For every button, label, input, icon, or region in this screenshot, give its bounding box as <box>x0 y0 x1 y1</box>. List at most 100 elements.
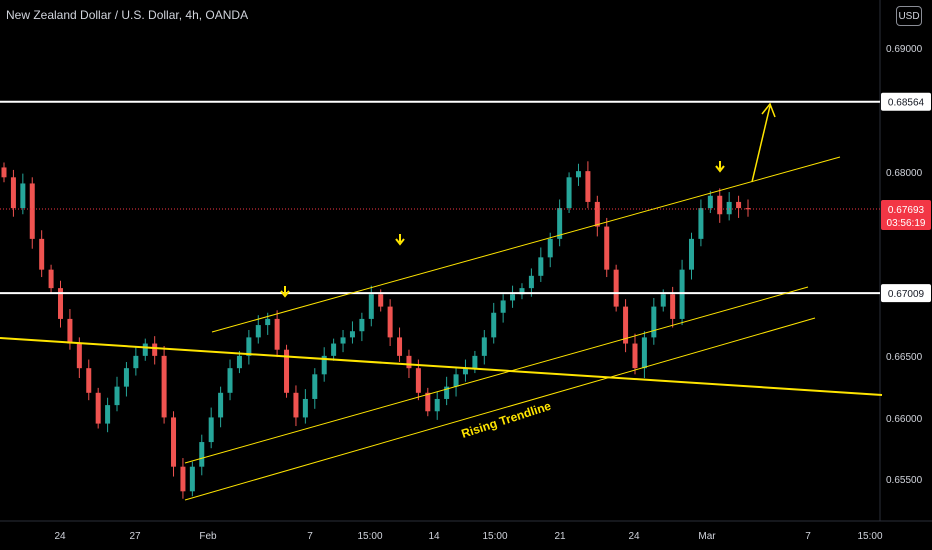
descending-trendline[interactable] <box>0 337 883 396</box>
level-price-tag <box>881 284 931 303</box>
candle-body <box>585 171 591 202</box>
channel-upper-line[interactable] <box>211 156 841 333</box>
candle-body <box>736 201 742 209</box>
y-tick-label: 0.66000 <box>886 414 923 425</box>
candle-body <box>10 177 16 209</box>
candle-body <box>397 337 403 356</box>
candle-body <box>331 343 337 356</box>
candle-body <box>679 269 685 319</box>
level-price-label: 0.67009 <box>888 289 925 300</box>
candle-body <box>481 337 487 356</box>
candle-body <box>500 300 506 313</box>
x-tick-label: 15:00 <box>357 531 382 542</box>
candle-body <box>538 257 544 276</box>
candle-body <box>453 374 459 387</box>
y-tick-label: 0.65500 <box>886 475 923 486</box>
countdown-label: 03:56:19 <box>887 218 926 229</box>
candle-body <box>406 355 412 369</box>
y-tick-label: 0.66500 <box>886 352 923 363</box>
candle-body <box>48 269 54 289</box>
candle-body <box>208 417 214 443</box>
candle-body <box>670 294 676 319</box>
candle-body <box>227 368 233 393</box>
candle-body <box>688 238 694 270</box>
down-arrow-icon <box>395 238 405 246</box>
x-tick-label: Mar <box>698 531 716 542</box>
candle-body <box>76 343 82 369</box>
x-tick-label: 24 <box>54 531 66 542</box>
candle-body <box>387 306 393 338</box>
candle-body <box>274 318 280 350</box>
level-price-tag <box>881 92 931 111</box>
y-tick-label: 0.68000 <box>886 168 923 179</box>
candle-body <box>29 183 35 239</box>
candle-body <box>717 195 723 215</box>
candle-body <box>133 355 139 369</box>
current-price-label: 0.67693 <box>888 205 925 216</box>
candle-body <box>623 306 629 344</box>
candle-body <box>472 355 478 369</box>
rising-trendline-annotation: Rising Trendline <box>460 399 553 441</box>
candle-body <box>39 238 45 270</box>
candle-body <box>123 368 129 387</box>
candle-body <box>707 195 713 209</box>
candle-body <box>434 398 440 412</box>
candle-body <box>152 343 158 356</box>
candle-body <box>425 392 431 412</box>
x-tick-label: 27 <box>129 531 141 542</box>
currency-button[interactable]: USD <box>896 6 922 26</box>
x-tick-label: 15:00 <box>857 531 882 542</box>
candle-body <box>726 201 732 215</box>
candle-body <box>105 405 111 424</box>
candle-body <box>444 386 450 399</box>
candle-body <box>604 226 610 270</box>
candle-body <box>547 238 553 258</box>
candle-body <box>594 201 600 227</box>
candle-body <box>340 337 346 344</box>
x-tick-label: 21 <box>554 531 566 542</box>
candle-body <box>302 398 308 418</box>
candle-body <box>236 355 242 369</box>
candle-body <box>632 343 638 369</box>
x-tick-label: 7 <box>307 531 313 542</box>
candle-body <box>378 294 384 307</box>
candle-body <box>142 343 148 356</box>
projection-arrow-icon[interactable] <box>751 105 771 183</box>
candle-body <box>321 355 327 375</box>
candle-body <box>265 318 271 326</box>
candle-body <box>293 392 299 418</box>
x-tick-label: 7 <box>805 531 811 542</box>
candle-body <box>161 355 167 418</box>
candle-body <box>20 183 26 209</box>
candle-body <box>67 318 73 344</box>
down-arrow-icon <box>280 290 290 298</box>
candle-body <box>180 466 186 492</box>
candle-body <box>575 171 581 178</box>
candle-body <box>284 349 290 393</box>
chart-title: New Zealand Dollar / U.S. Dollar, 4h, OA… <box>6 8 249 22</box>
candle-body <box>415 368 421 393</box>
candle-body <box>698 208 704 239</box>
x-tick-label: 15:00 <box>482 531 507 542</box>
candle-body <box>557 208 563 239</box>
current-price-tag <box>881 199 931 230</box>
candle-body <box>86 368 92 393</box>
channel-middle-line[interactable] <box>184 286 809 464</box>
candle-body <box>1 167 7 178</box>
candle-body <box>613 269 619 307</box>
candle-body <box>189 466 195 492</box>
channel-lower-line[interactable] <box>184 317 816 501</box>
candle-body <box>312 374 318 399</box>
candle-body <box>528 275 534 289</box>
candle-body <box>641 337 647 369</box>
candle-body <box>660 294 666 307</box>
candle-body <box>218 392 224 418</box>
candle-body <box>171 417 177 467</box>
candle-body <box>519 288 525 295</box>
candle-body <box>462 368 468 375</box>
x-tick-label: 24 <box>628 531 640 542</box>
candle-body <box>745 208 751 210</box>
down-arrow-icon <box>715 165 725 173</box>
y-tick-label: 0.69000 <box>886 44 923 55</box>
